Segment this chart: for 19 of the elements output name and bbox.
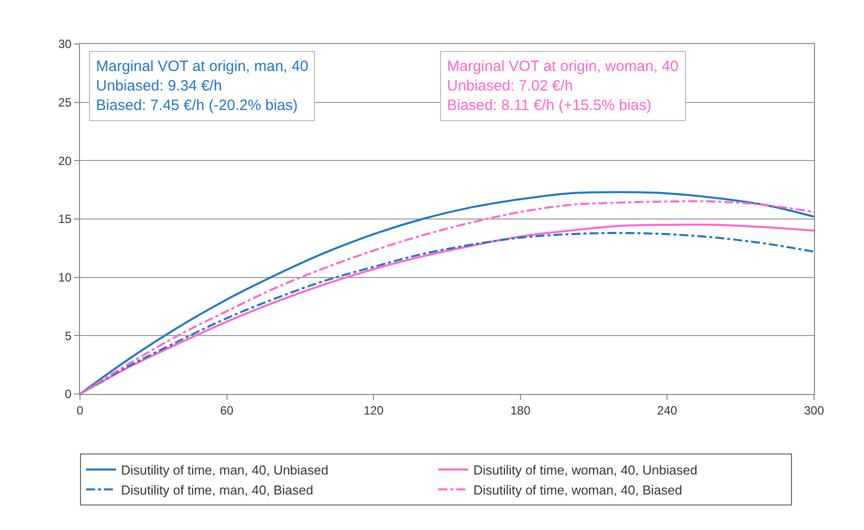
y-tick-label: 15 <box>58 212 72 226</box>
legend-label: Disutility of time, man, 40, Unbiased <box>121 462 328 478</box>
x-tick-label: 120 <box>364 403 384 418</box>
y-tick-label: 10 <box>58 270 72 285</box>
y-tick-label: 0 <box>64 387 72 402</box>
y-tick-label: 20 <box>58 154 72 168</box>
legend-label: Disutility of time, woman, 40, Biased <box>473 482 682 498</box>
y-tick-label: 5 <box>64 328 72 343</box>
y-tick-label: 30 <box>58 37 72 52</box>
x-tick-label: 0 <box>76 403 84 418</box>
annotation: Marginal VOT at origin, woman, 40 Unbiased: 7.02 €/h Biased: 8.11 €/h (+15.5% bias) <box>447 58 678 114</box>
legend-label: Disutility of time, man, 40, Biased <box>121 482 314 498</box>
x-tick-label: 60 <box>220 403 234 418</box>
x-tick-label: 180 <box>510 403 531 418</box>
y-tick-label: 25 <box>58 96 72 110</box>
annotation: Marginal VOT at origin, man, 40 Unbiased: 9.34 €/h Biased: 7.45 €/h (-20.2% bias) <box>96 58 308 114</box>
x-tick-label: 240 <box>657 403 678 418</box>
legend-label: Disutility of time, woman, 40, Unbiased <box>473 462 698 478</box>
x-tick-label: 300 <box>804 403 824 418</box>
